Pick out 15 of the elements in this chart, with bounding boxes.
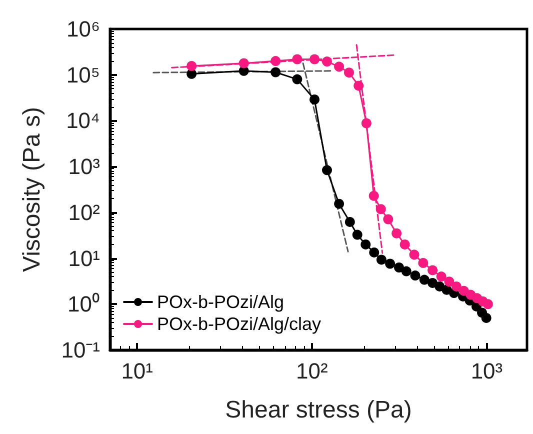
x-tick-label: 10³ xyxy=(470,358,503,384)
y-tick-label: 10⁵ xyxy=(66,62,100,88)
legend-label: POx-b-POzi/Alg xyxy=(157,292,284,312)
y-axis-title: Viscosity (Pa s) xyxy=(18,107,46,272)
x-axis-title: Shear stress (Pa) xyxy=(225,396,412,424)
x-tick-label: 10² xyxy=(296,358,328,384)
y-tick-label: 10¹ xyxy=(68,246,100,271)
y-tick-label: 10⁰ xyxy=(68,292,100,317)
x-tick-label: 10¹ xyxy=(121,358,153,384)
y-tick-label: 10⁴ xyxy=(66,108,100,134)
y-tick-label: 10⁶ xyxy=(66,16,100,42)
y-tick-label: 10³ xyxy=(68,154,100,180)
y-tick-label: 10⁻¹ xyxy=(61,338,100,362)
y-tick-label: 10² xyxy=(68,200,100,225)
legend-label: POx-b-POzi/Alg/clay xyxy=(157,314,322,334)
